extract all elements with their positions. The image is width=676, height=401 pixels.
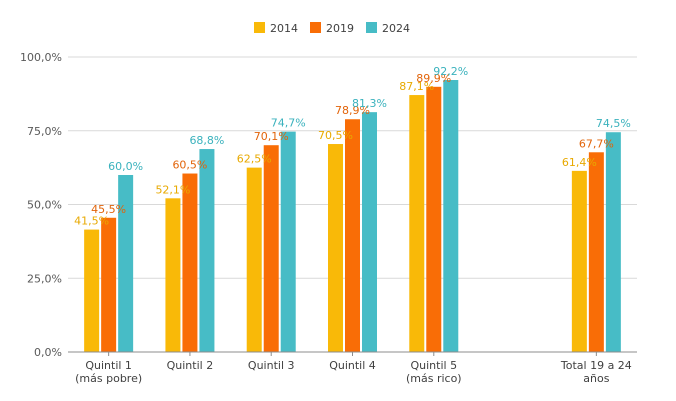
y-tick-label: 0,0%: [34, 346, 62, 359]
bar-2024: [605, 132, 621, 352]
bar-2019: [182, 173, 198, 352]
data-label-2019: 45,5%: [91, 203, 126, 216]
data-label-2014: 87,1%: [399, 80, 434, 93]
data-label-2019: 89,9%: [416, 72, 451, 85]
x-tick-label: Total 19 a 24 años: [560, 359, 632, 385]
data-label-2014: 41,5%: [74, 215, 109, 228]
legend-swatch-2024: [366, 22, 377, 33]
x-tick-label: Quintil 5 (más rico): [406, 359, 462, 385]
legend-swatch-2014: [254, 22, 265, 33]
data-label-2024: 74,7%: [271, 117, 306, 130]
bar-2014: [328, 144, 343, 352]
bar-2019: [426, 86, 442, 353]
y-tick-label: 100,0%: [20, 51, 62, 64]
y-tick-label: 25,0%: [27, 272, 62, 285]
data-label-2024: 81,3%: [352, 97, 387, 110]
bar-2024: [443, 80, 459, 352]
bar-2024: [118, 175, 134, 352]
legend-label-2024: 2024: [382, 22, 410, 35]
data-label-2024: 60,0%: [108, 160, 143, 173]
data-label-2019: 78,9%: [335, 104, 370, 117]
data-label-2024: 68,8%: [189, 134, 224, 147]
bar-2019: [588, 152, 604, 352]
legend-label-2014: 2014: [270, 22, 298, 35]
data-label-2019: 70,1%: [254, 130, 289, 143]
data-label-2014: 70,5%: [318, 129, 353, 142]
data-label-2019: 67,7%: [579, 137, 614, 150]
data-label-2014: 61,4%: [562, 156, 597, 169]
data-label-2019: 60,5%: [172, 159, 207, 172]
data-label-2024: 74,5%: [596, 117, 631, 130]
legend-label-2019: 2019: [326, 22, 354, 35]
y-tick-label: 50,0%: [27, 199, 62, 212]
bar-2024: [362, 112, 377, 352]
legend-swatch-2019: [310, 22, 321, 33]
bar-2024: [199, 149, 215, 352]
bar-2024: [280, 131, 296, 352]
bar-2019: [263, 145, 279, 352]
x-tick-label: Quintil 2: [167, 359, 214, 372]
data-labels: 41,5%45,5% 60,0% 52,1% 60,5% 68,8% 62,5% 70,1%…: [74, 65, 631, 228]
data-label-2014: 52,1%: [155, 183, 190, 196]
bars: [84, 80, 621, 353]
bar-2019: [101, 217, 117, 352]
bar-2019: [345, 119, 360, 353]
bar-2014: [409, 95, 425, 353]
bar-2014: [165, 198, 181, 352]
x-tick-label: Quintil 3: [248, 359, 295, 372]
legend: 2014 2019 2024: [254, 22, 410, 35]
x-axis: Quintil 1 (más pobre) Quintil 2 Quintil 3 Qu…: [68, 351, 637, 385]
y-tick-label: 75,0%: [27, 125, 62, 138]
bar-2014: [84, 229, 100, 352]
bar-2014: [246, 167, 262, 352]
data-label-2014: 62,5%: [237, 153, 272, 166]
x-tick-label: Quintil 4: [329, 359, 376, 372]
bar-2014: [571, 170, 587, 352]
data-label-2024: 92,2%: [433, 65, 468, 78]
x-tick-label: Quintil 1 (más pobre): [75, 359, 142, 385]
y-axis: 0,0% 25,0% 50,0% 75,0% 100,0%: [20, 51, 62, 359]
